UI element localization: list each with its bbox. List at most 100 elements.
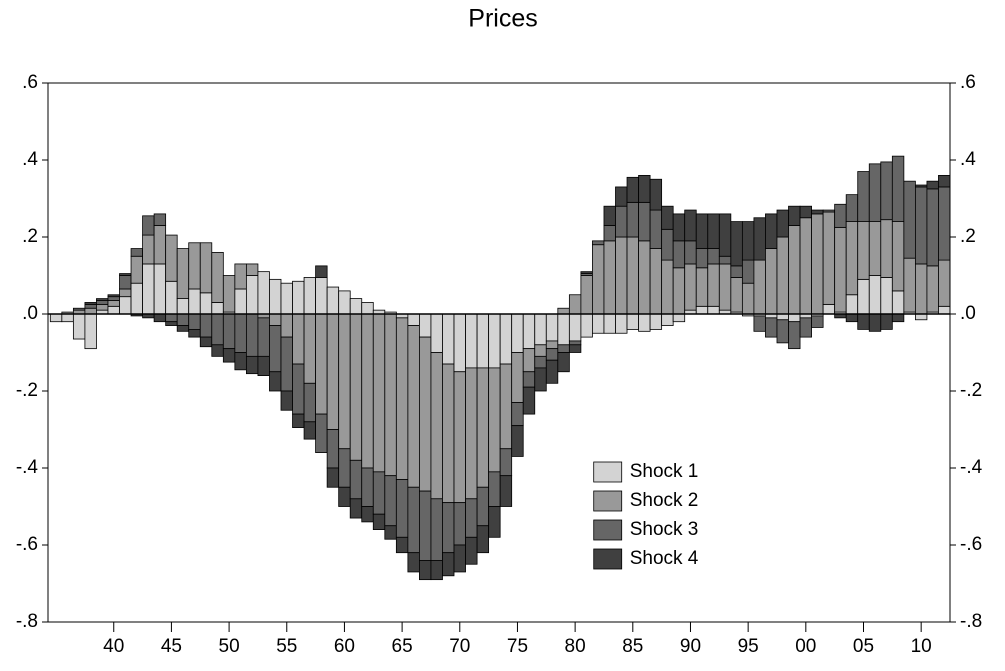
bar-segment [603, 225, 616, 242]
bar-segment [880, 219, 893, 278]
bar-segment [222, 275, 236, 313]
bar-segment [557, 352, 570, 373]
bar-segment [326, 467, 340, 488]
bar-segment [615, 313, 628, 334]
bar-segment [707, 263, 720, 307]
bar-segment [165, 280, 178, 315]
bar-segment [822, 211, 836, 305]
x-tick-label: 85 [622, 636, 643, 657]
bar-segment [430, 313, 443, 353]
bar-segment [592, 313, 605, 334]
bar-segment [730, 277, 743, 313]
bar-segment [638, 174, 651, 203]
bar-segment [476, 367, 490, 488]
bar-segment [707, 248, 720, 265]
bar-segment [695, 305, 709, 315]
bar-segment [211, 344, 224, 357]
bar-segment [280, 390, 293, 411]
bar-segment [269, 278, 282, 315]
bar-segment [522, 371, 536, 388]
bar-segment [153, 225, 167, 265]
bar-segment [938, 174, 951, 188]
bar-segment [84, 303, 97, 309]
bar-segment [465, 367, 478, 500]
bar-segment [453, 313, 466, 373]
bar-segment [568, 313, 582, 342]
y2-tick-label: -.2 [960, 380, 982, 401]
bar-segment [384, 525, 397, 540]
bar-segment [280, 336, 293, 392]
bar-segment [938, 186, 951, 261]
bar-segment [245, 263, 259, 276]
bar-segment [534, 313, 547, 346]
bar-segment [776, 313, 789, 321]
bar-segment [176, 313, 190, 326]
bar-segment [568, 344, 582, 353]
bar-segment [176, 298, 190, 315]
bar-segment [361, 313, 374, 469]
bar-segment [776, 236, 789, 315]
y-tick-label: .6 [22, 72, 38, 93]
bar-segment [788, 321, 801, 350]
x-tick-label: 55 [276, 636, 297, 657]
bar-segment [545, 359, 559, 384]
x-tick-label: 80 [565, 636, 586, 657]
bar-segment [384, 313, 397, 477]
bar-segment [857, 221, 870, 280]
bar-segment [419, 336, 432, 492]
bar-segment [845, 194, 859, 222]
x-tick-label: 50 [219, 636, 240, 657]
bar-segment [338, 448, 351, 488]
bar-segment [395, 479, 409, 538]
bar-segment [592, 240, 605, 246]
legend-swatch [593, 461, 623, 483]
bar-segment [868, 221, 882, 276]
x-tick-label: 05 [853, 636, 874, 657]
bar-segment [834, 226, 847, 313]
bar-segment [269, 325, 282, 373]
bar-segment [891, 155, 905, 222]
bar-segment [868, 313, 882, 332]
bar-segment [84, 313, 97, 350]
bar-segment [799, 205, 812, 219]
bar-segment [592, 244, 605, 315]
bar-segment [753, 217, 766, 261]
bar-segment [315, 313, 328, 415]
bar-segment [557, 307, 570, 315]
chart-title: Prices [468, 5, 537, 33]
bar-segment [61, 313, 74, 323]
bar-segment [142, 263, 155, 315]
bar-segment [107, 305, 120, 315]
bar-segment [211, 302, 224, 315]
bar-segment [292, 313, 305, 365]
bar-segment [234, 288, 247, 315]
bar-segment [142, 234, 155, 265]
bar-segment [188, 288, 201, 315]
bar-segment [349, 498, 363, 519]
y2-tick-label: -.8 [960, 611, 982, 632]
x-tick-label: 60 [334, 636, 355, 657]
bar-segment [476, 486, 490, 527]
bar-segment [234, 263, 247, 290]
bar-segment [211, 313, 224, 346]
bar-segment [499, 475, 513, 507]
bar-segment [303, 421, 317, 440]
bar-segment [211, 251, 224, 303]
bar-segment [96, 300, 109, 305]
bar-segment [465, 498, 478, 538]
bar-segment [49, 313, 63, 323]
bar-segment [361, 302, 374, 315]
bar-segment [661, 205, 674, 230]
bar-segment [315, 265, 328, 278]
bar-segment [476, 313, 490, 369]
bar-segment [407, 486, 420, 554]
bar-segment [788, 313, 801, 323]
bar-segment [315, 413, 328, 454]
bar-segment [199, 292, 213, 315]
y2-tick-label: .6 [960, 72, 976, 93]
bar-segment [557, 313, 570, 346]
bar-segment [695, 267, 709, 307]
bar-segment [119, 273, 132, 276]
bar-segment [442, 552, 455, 577]
bar-segment [626, 201, 639, 238]
